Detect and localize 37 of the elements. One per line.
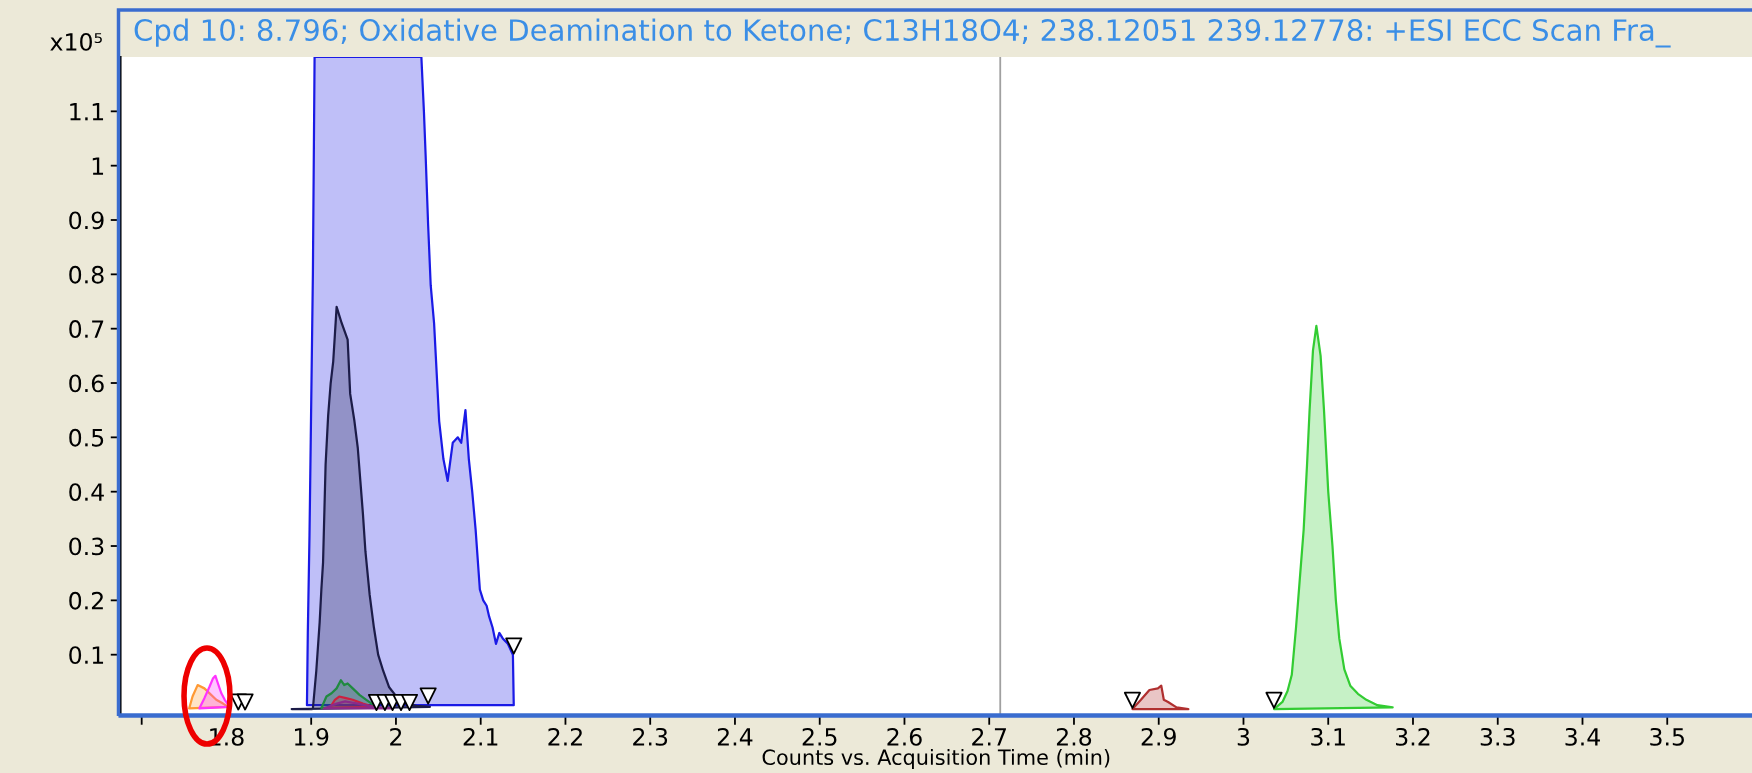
y-tick-label: 0.3 [69,537,104,556]
y-tick-label: 0.5 [69,428,104,447]
chart-title: Cpd 10: 8.796; Oxidative Deamination to Ketone; C13H18O4; 238.12051 239.12778: +ESI ECC Scan Fra_ [134,18,1671,48]
y-tick-label: 0.2 [69,591,103,610]
point [236,693,254,711]
y-tick-label: 0.1 [69,646,104,664]
x-tick-label: 2.7 [972,727,1006,746]
x-tick-label: 2.5 [802,727,837,746]
y-axis-title: x10⁵ [50,32,102,51]
point [505,637,523,655]
point [419,687,437,705]
point [1265,691,1283,709]
y-tick-label: 0.8 [69,265,104,284]
y-tick-label: 0.4 [69,483,104,501]
x-tick-label: 2.1 [463,727,498,746]
x-tick-label: 2 [390,727,402,746]
point [400,693,419,712]
x-tick-label: 1.9 [295,727,329,746]
x-axis-title: Counts vs. Acquisition Time (min) [762,748,1110,770]
x-tick-label: 2.2 [548,727,582,746]
x-tick-label: 2.4 [717,727,753,746]
x-tick-label: 3.4 [1565,727,1600,746]
x-tick-label: 2.3 [633,727,668,746]
x-tick-label: 3.2 [1396,727,1430,746]
point [1123,691,1141,709]
x-tick-label: 2.8 [1056,727,1092,746]
x-tick-label: 3 [1237,727,1250,746]
x-tick-label: 2.6 [887,727,922,746]
y-tick-label: 0.9 [69,211,104,230]
y-tick-label: 0.7 [69,320,104,338]
x-tick-label: 2.9 [1141,727,1176,746]
y-tick-label: 1.1 [70,103,104,121]
x-tick-label: 3.5 [1650,727,1684,746]
x-tick-label: 3.1 [1311,727,1345,746]
y-tick-label: 0.6 [69,374,104,393]
y-tick-label: 1 [92,157,104,175]
x-tick-label: 3.3 [1480,727,1515,746]
